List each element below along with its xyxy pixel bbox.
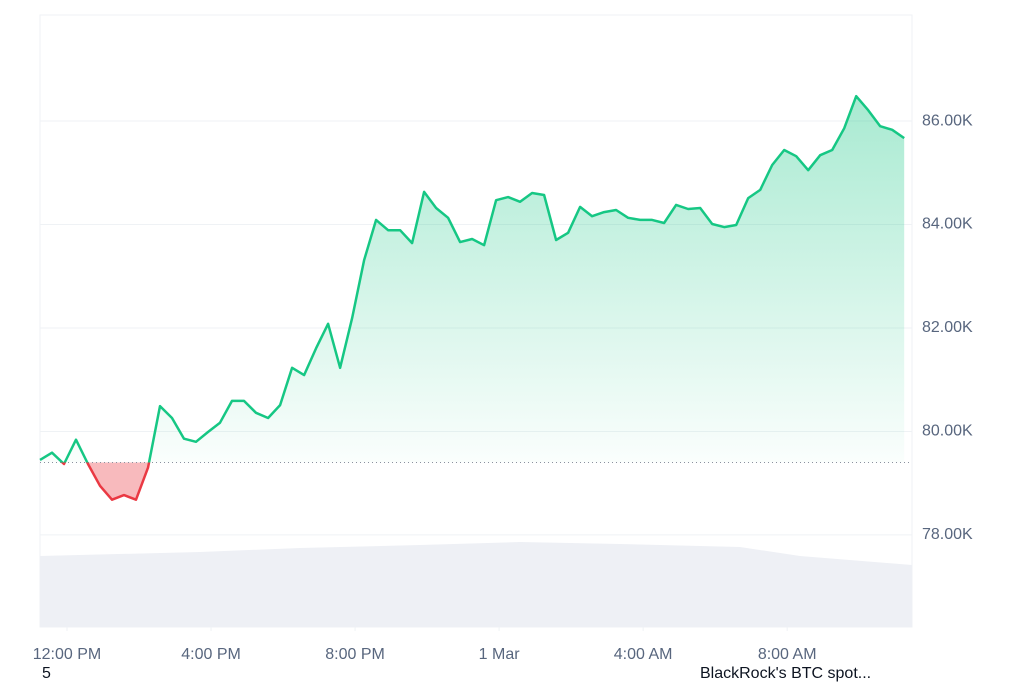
volume-band	[40, 542, 912, 627]
y-tick-label: 84.00K	[922, 216, 973, 233]
x-tick-label: 12:00 PM	[33, 646, 101, 663]
x-tick-label: 8:00 PM	[325, 646, 385, 663]
x-tick-label: 4:00 AM	[614, 646, 673, 663]
x-tick-label: 8:00 AM	[758, 646, 817, 663]
y-tick-label: 78.00K	[922, 526, 973, 543]
x-tick-label: 4:00 PM	[181, 646, 241, 663]
footer-right: BlackRock's BTC spot...	[700, 665, 871, 682]
y-tick-label: 82.00K	[922, 319, 973, 336]
footer-left: 5	[42, 665, 51, 682]
y-tick-label: 86.00K	[922, 112, 973, 129]
area	[40, 96, 905, 500]
price-line	[39, 94, 905, 501]
y-tick-label: 80.00K	[922, 423, 973, 440]
x-tick-label: 1 Mar	[479, 646, 521, 663]
